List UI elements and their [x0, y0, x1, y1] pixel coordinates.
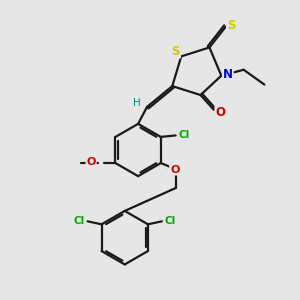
- Text: O: O: [86, 158, 96, 167]
- Text: S: S: [172, 44, 180, 58]
- Text: O: O: [215, 106, 225, 119]
- Text: H: H: [133, 98, 140, 108]
- Text: Cl: Cl: [74, 216, 85, 226]
- Text: Cl: Cl: [178, 130, 189, 140]
- Text: S: S: [227, 19, 236, 32]
- Text: Cl: Cl: [164, 216, 175, 226]
- Text: O: O: [170, 165, 179, 175]
- Text: N: N: [223, 68, 233, 81]
